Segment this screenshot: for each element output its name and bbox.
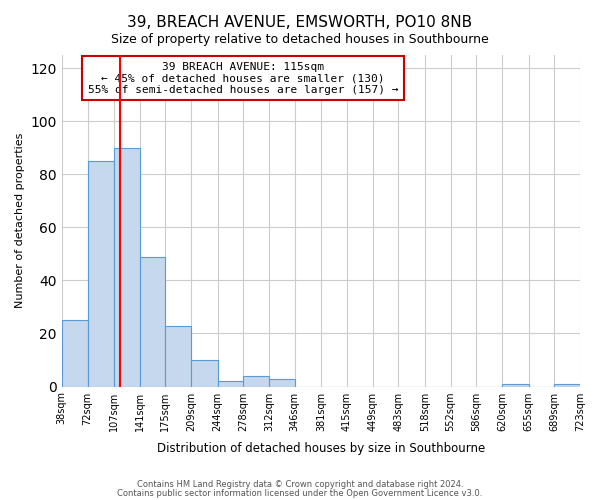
Bar	[140, 256, 166, 386]
Bar	[554, 384, 580, 386]
Text: 39, BREACH AVENUE, EMSWORTH, PO10 8NB: 39, BREACH AVENUE, EMSWORTH, PO10 8NB	[127, 15, 473, 30]
Bar	[88, 161, 114, 386]
Bar	[114, 148, 140, 386]
Bar	[244, 376, 269, 386]
X-axis label: Distribution of detached houses by size in Southbourne: Distribution of detached houses by size …	[157, 442, 485, 455]
Bar	[502, 384, 529, 386]
Text: Size of property relative to detached houses in Southbourne: Size of property relative to detached ho…	[111, 32, 489, 46]
Bar	[191, 360, 218, 386]
Y-axis label: Number of detached properties: Number of detached properties	[15, 133, 25, 308]
Bar	[166, 326, 191, 386]
Bar	[62, 320, 88, 386]
Text: Contains HM Land Registry data © Crown copyright and database right 2024.: Contains HM Land Registry data © Crown c…	[137, 480, 463, 489]
Bar	[269, 378, 295, 386]
Text: 39 BREACH AVENUE: 115sqm
← 45% of detached houses are smaller (130)
55% of semi-: 39 BREACH AVENUE: 115sqm ← 45% of detach…	[88, 62, 398, 95]
Bar	[218, 381, 244, 386]
Text: Contains public sector information licensed under the Open Government Licence v3: Contains public sector information licen…	[118, 488, 482, 498]
